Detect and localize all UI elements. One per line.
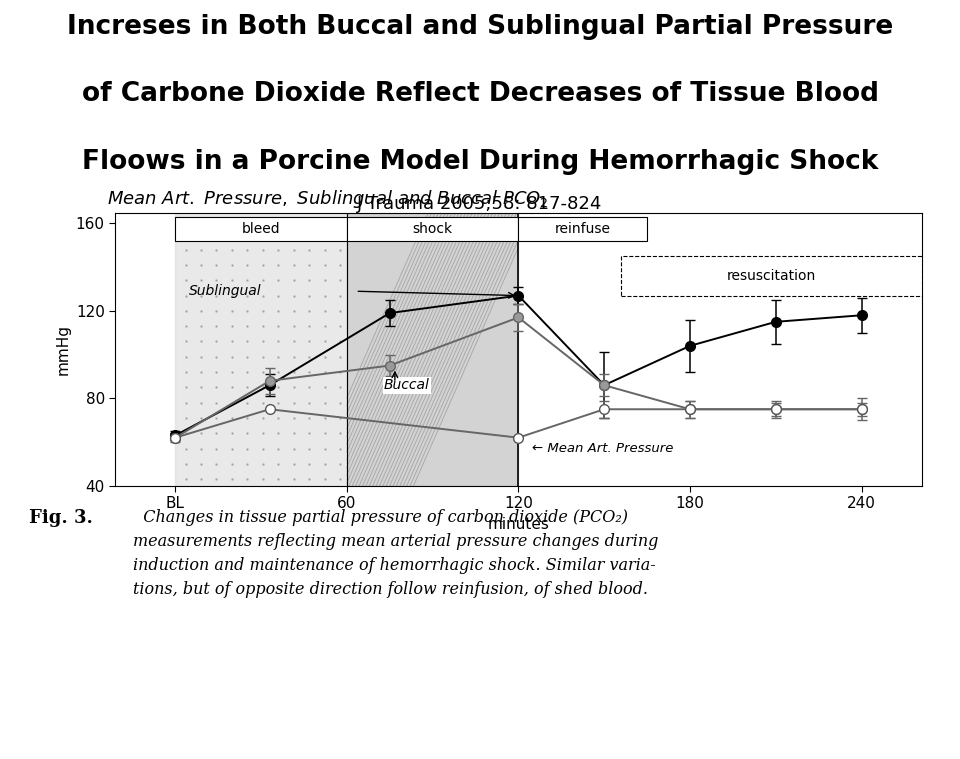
Bar [621,257,922,295]
Text: reinfuse: reinfuse [555,222,611,236]
Bar [347,213,518,486]
Text: Changes in tissue partial pressure of carbon dioxide (PCO₂)
measurements reflect: Changes in tissue partial pressure of ca… [132,509,658,598]
Text: ← Mean Art. Pressure: ← Mean Art. Pressure [532,442,674,455]
Text: Increses in Both Buccal and Sublingual Partial Pressure: Increses in Both Buccal and Sublingual P… [67,14,893,39]
Text: Fig. 3.: Fig. 3. [29,509,93,527]
Text: resuscitation: resuscitation [727,269,816,283]
Text: Sublingual: Sublingual [189,284,262,298]
Text: of Carbone Dioxide Reflect Decreases of Tissue Blood: of Carbone Dioxide Reflect Decreases of … [82,81,878,107]
Text: Floows in a Porcine Model During Hemorrhagic Shock: Floows in a Porcine Model During Hemorrh… [82,149,878,175]
Bar [347,217,518,241]
Text: $\mathit{Mean\ Art.\ Pressure,\ Sublingual\ and\ Buccal\ PCO_2}$: $\mathit{Mean\ Art.\ Pressure,\ Sublingu… [108,188,549,210]
Bar [518,217,647,241]
Bar [176,217,347,241]
Text: shock: shock [413,222,453,236]
Text: bleed: bleed [242,222,280,236]
X-axis label: minutes: minutes [488,517,549,532]
Y-axis label: mmHg: mmHg [56,323,70,375]
Text: Buccal: Buccal [384,378,430,392]
Text: J Trauma 2005;58: 817-824: J Trauma 2005;58: 817-824 [357,194,603,213]
Bar [176,213,347,486]
